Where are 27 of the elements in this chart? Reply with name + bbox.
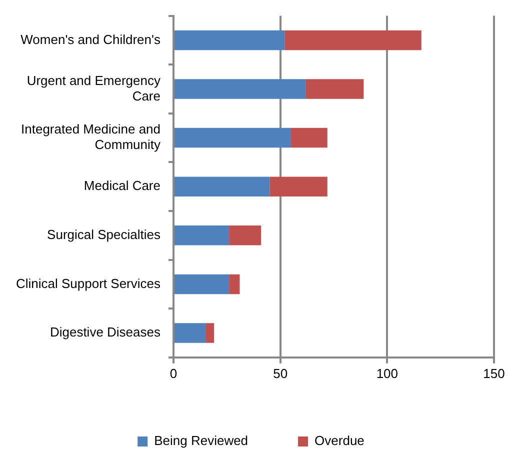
bar — [284, 30, 422, 50]
bar — [270, 176, 328, 196]
y-tick-label: Digestive Diseases — [50, 324, 161, 340]
y-tick-label: Integrated Medicine and Community — [21, 122, 161, 152]
x-tick-label: 150 — [483, 366, 505, 381]
legend-label: Overdue — [314, 433, 364, 448]
x-tick-label: 100 — [376, 366, 398, 381]
x-tick-label: 50 — [273, 366, 288, 381]
bar — [174, 79, 306, 99]
bar — [174, 176, 270, 196]
legend-label: Being Reviewed — [154, 433, 248, 448]
y-tick-label: Women's and Children's — [20, 32, 161, 47]
bar — [174, 323, 206, 343]
x-tick-label: 0 — [170, 366, 178, 381]
y-tick-label: Clinical Support Services — [16, 276, 161, 291]
bar — [206, 323, 214, 343]
bar — [229, 226, 262, 246]
bar — [306, 79, 364, 99]
bar — [174, 226, 230, 246]
y-tick-label: Urgent and Emergency Care — [26, 72, 161, 104]
bar — [229, 274, 240, 294]
bar — [174, 128, 292, 148]
y-tick-label: Surgical Specialties — [47, 226, 161, 242]
bar — [174, 30, 285, 50]
bar — [174, 274, 230, 294]
bar — [291, 128, 328, 148]
y-tick-label: Medical Care — [84, 178, 161, 194]
